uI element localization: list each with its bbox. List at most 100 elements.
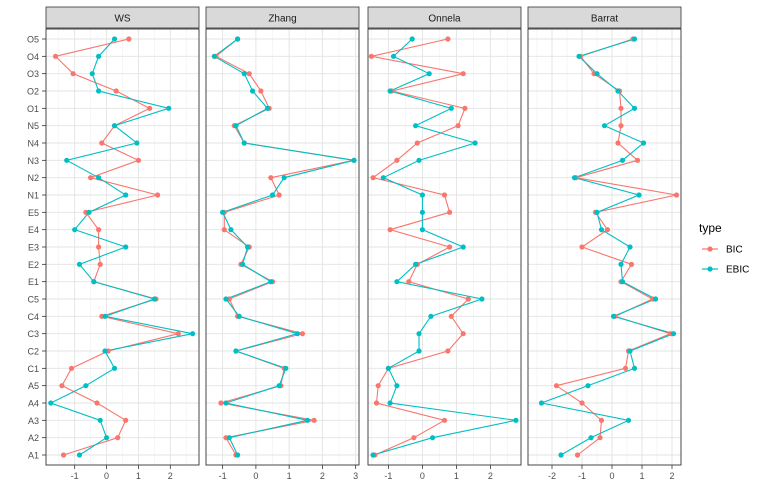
point-ebic-N4 [134, 140, 140, 146]
point-ebic-A5 [276, 383, 282, 389]
panel-onnela: Onnela -1 0 1 2 [367, 6, 522, 481]
point-ebic-A4 [387, 400, 393, 406]
point-ebic-O3 [594, 71, 600, 77]
point-bic-E3 [447, 244, 453, 250]
point-bic-E4 [95, 227, 102, 233]
x-tick-label: 1 [454, 471, 459, 481]
point-ebic-N2 [571, 175, 578, 181]
point-ebic-N5 [233, 123, 239, 129]
point-ebic-A3 [625, 417, 632, 423]
point-ebic-C3 [190, 331, 196, 337]
point-ebic-O1 [448, 105, 454, 111]
strip-label-onnela: Onnela [428, 14, 461, 25]
point-ebic-E2 [618, 261, 624, 267]
point-ebic-C4 [610, 313, 617, 319]
legend-title: type [699, 221, 722, 235]
point-ebic-O2 [249, 88, 256, 94]
x-tick-label: 2 [488, 471, 493, 481]
point-ebic-E5 [220, 209, 226, 215]
y-tick-label-C2: C2 [27, 347, 39, 357]
point-ebic-E3 [244, 244, 251, 250]
point-ebic-E4 [598, 227, 605, 233]
y-tick-label-C3: C3 [27, 329, 39, 339]
x-tick-label: 0 [420, 471, 425, 481]
point-ebic-A4 [48, 400, 54, 406]
point-ebic-A3 [304, 417, 311, 423]
point-bic-C3 [175, 331, 181, 337]
x-tick-label: -1 [578, 471, 586, 481]
x-tick-label: 0 [104, 471, 109, 481]
point-ebic-A3 [97, 417, 103, 423]
point-bic-N2 [88, 175, 94, 181]
y-tick-label-E1: E1 [28, 277, 39, 287]
y-tick-label-N3: N3 [27, 156, 39, 166]
point-bic-N3 [394, 157, 400, 163]
point-ebic-A2 [103, 435, 110, 441]
strip-zhang [205, 6, 360, 29]
point-bic-C3 [299, 331, 306, 337]
point-ebic-N1 [269, 192, 276, 198]
point-bic-O2 [113, 88, 119, 94]
point-bic-O4 [368, 53, 374, 59]
point-ebic-O4 [211, 53, 217, 59]
point-ebic-C3 [416, 331, 422, 337]
point-bic-A5 [59, 383, 65, 389]
x-tick-label: 2 [669, 471, 674, 481]
point-ebic-N1 [636, 192, 642, 198]
point-ebic-E1 [268, 279, 274, 285]
point-ebic-A1 [234, 452, 241, 458]
panel-ws: WS -1 0 1 2 [45, 6, 200, 481]
y-tick-label-A5: A5 [28, 381, 39, 391]
strip-barrat [527, 6, 682, 29]
point-bic-A4 [373, 400, 380, 406]
panel-border [205, 28, 360, 466]
point-ebic-O4 [95, 53, 102, 59]
point-bic-E3 [579, 244, 585, 250]
point-bic-O3 [246, 71, 252, 77]
point-bic-O3 [70, 71, 76, 77]
point-ebic-O5 [409, 36, 415, 42]
point-bic-N4 [99, 140, 105, 146]
point-ebic-E2 [76, 261, 83, 267]
point-ebic-A5 [394, 383, 400, 389]
point-ebic-A2 [430, 435, 436, 441]
point-ebic-A1 [370, 452, 376, 458]
point-bic-N2 [370, 175, 376, 181]
point-ebic-C2 [233, 348, 239, 354]
point-bic-A2 [411, 435, 417, 441]
point-ebic-E5 [86, 209, 92, 215]
point-bic-C1 [622, 365, 629, 371]
y-tick-label-N5: N5 [27, 121, 39, 131]
strip-onnela [367, 6, 522, 29]
y-tick-label-O3: O3 [27, 69, 39, 79]
point-ebic-O1 [264, 105, 271, 111]
point-ebic-A4 [223, 400, 229, 406]
legend-key-point-ebic [707, 266, 713, 272]
point-ebic-A1 [76, 452, 83, 458]
point-ebic-O4 [576, 53, 582, 59]
point-bic-A4 [218, 400, 224, 406]
point-bic-N1 [276, 192, 282, 198]
point-ebic-E2 [239, 261, 246, 267]
point-ebic-N1 [123, 192, 129, 198]
point-ebic-N1 [419, 192, 425, 198]
y-tick-label-E2: E2 [28, 260, 39, 270]
point-bic-O2 [258, 88, 264, 94]
point-bic-N3 [135, 157, 142, 163]
x-tick-label: 2 [320, 471, 325, 481]
point-bic-C3 [460, 331, 466, 337]
panel-barrat: Barrat -2 -1 0 1 2 [527, 6, 682, 481]
point-bic-A5 [375, 383, 381, 389]
point-bic-E2 [628, 261, 635, 267]
y-tick-label-A3: A3 [28, 416, 39, 426]
point-ebic-O5 [111, 36, 118, 42]
x-tick-label: 2 [168, 471, 173, 481]
point-bic-O4 [52, 53, 59, 59]
point-bic-E4 [604, 227, 611, 233]
point-ebic-N3 [416, 157, 422, 163]
point-ebic-N4 [472, 140, 478, 146]
strip-label-barrat: Barrat [591, 14, 618, 25]
point-ebic-E5 [594, 209, 600, 215]
point-ebic-C1 [283, 365, 289, 371]
point-bic-N1 [441, 192, 448, 198]
